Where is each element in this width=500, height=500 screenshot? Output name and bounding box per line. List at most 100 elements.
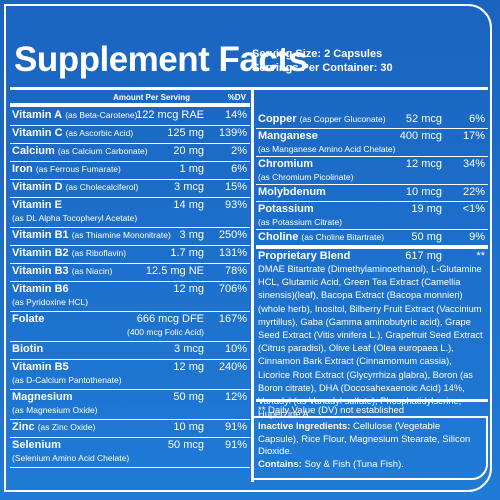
daily-value: 78%: [224, 265, 247, 277]
daily-value: 706%: [218, 283, 247, 295]
amount-header: Amount Per Serving: [113, 93, 190, 102]
amount-note: (400 mcg Folic Acid): [127, 327, 204, 337]
ingredient-row: Vitamin B5 (as D-Calcium Pantothenate) 12 …: [10, 360, 250, 390]
ingredient-detail: (as Pyridoxine HCL): [12, 297, 89, 307]
ingredient-name: Magnesium: [12, 391, 73, 403]
ingredient-name: Biotin: [12, 343, 44, 355]
serving-size: Serving Size: 2 Capsules: [252, 48, 383, 60]
divider: [251, 90, 254, 482]
amount: 666 mcg DFE: [136, 313, 204, 325]
ingredient-name: Vitamin B5: [12, 361, 69, 373]
ingredient-name: Potassium: [258, 203, 314, 215]
ingredient-detail: (as Potassium Citrate): [258, 217, 343, 227]
amount: 3 mcg: [174, 181, 204, 193]
blend-header: Proprietary Blend 617 mg **: [256, 249, 488, 263]
ingredient-row: Vitamin B6 (as Pyridoxine HCL) 12 mg 706%: [10, 282, 250, 312]
ingredient-detail: (as Ascorbic Acid): [65, 128, 134, 138]
daily-value: 240%: [218, 361, 247, 373]
ingredient-name: Chromium: [258, 158, 313, 170]
daily-value: 34%: [462, 158, 485, 170]
ingredient-detail: (as Choline Bitartrate): [301, 232, 385, 242]
ingredient-detail: (as Copper Gluconate): [299, 114, 386, 124]
amount: 3 mg: [179, 229, 204, 241]
amount: 12 mg: [173, 361, 204, 373]
ingredient-row: Vitamin B2 (as Riboflavin) 1.7 mg 131%: [10, 246, 250, 264]
contains-label: Contains:: [258, 458, 302, 470]
daily-value: 91%: [224, 439, 247, 451]
ingredient-name: Manganese: [258, 130, 318, 142]
inactive-text: Cellulose (Vegetable Capsule), Rice Flou…: [258, 421, 471, 457]
ingredient-row: Zinc (as Zinc Oxide) 10 mg 91%: [10, 420, 250, 438]
amount: 50 mg: [173, 391, 204, 403]
ingredient-row: Iron (as Ferrous Fumarate) 1 mg 6%: [10, 162, 250, 180]
amount: 10 mcg: [405, 186, 442, 198]
amount: 50 mg: [411, 231, 442, 243]
amount: 125 mg: [167, 127, 204, 139]
ingredient-row: Selenium (Selenium Amino Acid Chelate) 50 …: [10, 438, 250, 468]
amount: 19 mg: [411, 203, 442, 215]
ingredient-row: Magnesium (as Magnesium Oxide) 50 mg 12%: [10, 390, 250, 420]
daily-value: 14%: [224, 109, 247, 121]
ingredient-name: Vitamin A: [12, 109, 63, 121]
amount: 12 mcg: [405, 158, 442, 170]
ingredient-name: Choline: [258, 231, 299, 243]
ingredient-name: Folate: [12, 313, 45, 325]
daily-value: 9%: [469, 231, 485, 243]
ingredient-name: Vitamin B3: [12, 265, 69, 277]
daily-value: 2%: [231, 145, 247, 157]
ingredient-name: Zinc: [12, 421, 35, 433]
blend-dv: **: [476, 250, 485, 262]
ingredient-row: Calcium (as Calcium Carbonate) 20 mg 2%: [10, 144, 250, 162]
ingredient-detail: (as Manganese Amino Acid Chelate): [258, 144, 396, 154]
ingredient-detail: (as Chromium Picolinate): [258, 172, 354, 182]
ingredient-name: Vitamin E: [12, 199, 62, 211]
ingredient-name: Vitamin C: [12, 127, 63, 139]
amount: 50 mcg: [167, 439, 204, 451]
ingredient-name: Molybdenum: [258, 186, 326, 198]
daily-value: 93%: [224, 199, 247, 211]
ingredient-detail: (Selenium Amino Acid Chelate): [12, 453, 130, 463]
footnote: ** Daily Value (DV) not established: [256, 399, 488, 419]
ingredient-name: Calcium: [12, 145, 55, 157]
daily-value: 6%: [469, 113, 485, 125]
amount: 52 mcg: [405, 113, 442, 125]
amount: 14 mg: [173, 199, 204, 211]
contains-text: Soy & Fish (Tuna Fish).: [304, 458, 404, 470]
ingredient-row: Vitamin C (as Ascorbic Acid) 125 mg 139%: [10, 126, 250, 144]
left-table: Vitamin A (as Beta-Carotene) 122 mcg RAE 1…: [10, 108, 250, 468]
ingredient-detail: (as D-Calcium Pantothenate): [12, 375, 122, 385]
daily-value: 17%: [462, 130, 485, 142]
right-table: Copper (as Copper Gluconate) 52 mcg 6% Mang…: [256, 112, 488, 421]
ingredient-row: Manganese (as Manganese Amino Acid Chelat…: [256, 129, 488, 157]
ingredient-name: Vitamin B6: [12, 283, 69, 295]
daily-value: 131%: [218, 247, 247, 259]
column-header: Amount Per Serving %DV: [10, 91, 250, 107]
daily-value: 167%: [218, 313, 247, 325]
amount: 122 mcg RAE: [136, 109, 204, 121]
ingredient-detail: (as Niacin): [71, 266, 113, 276]
dv-header: %DV: [227, 93, 246, 102]
amount: 1 mg: [179, 163, 204, 175]
daily-value: 12%: [224, 391, 247, 403]
rule: [10, 87, 488, 90]
ingredient-name: Vitamin D: [12, 181, 63, 193]
ingredient-row: Copper (as Copper Gluconate) 52 mcg 6%: [256, 112, 488, 129]
ingredient-row: Vitamin A (as Beta-Carotene) 122 mcg RAE 1…: [10, 108, 250, 126]
ingredient-row: Biotin 3 mcg 10%: [10, 342, 250, 360]
inactive-label: Inactive Ingredients:: [258, 421, 351, 432]
ingredient-detail: (as DL Alpha Tocopheryl Acetate): [12, 213, 138, 223]
servings-per-container: Servings Per Container: 30: [252, 62, 393, 74]
daily-value: 15%: [224, 181, 247, 193]
daily-value: 22%: [462, 186, 485, 198]
ingredient-name: Iron: [12, 163, 33, 175]
ingredient-name: Vitamin B1: [12, 229, 69, 241]
ingredient-detail: (as Magnesium Oxide): [12, 405, 98, 415]
blend-name: Proprietary Blend: [258, 250, 351, 262]
title: Supplement Facts: [14, 40, 308, 79]
amount: 10 mg: [173, 421, 204, 433]
ingredient-name: Selenium: [12, 439, 61, 451]
daily-value: 91%: [224, 421, 247, 433]
daily-value: 139%: [218, 127, 247, 139]
ingredient-row: Choline (as Choline Bitartrate) 50 mg 9%: [256, 230, 488, 249]
